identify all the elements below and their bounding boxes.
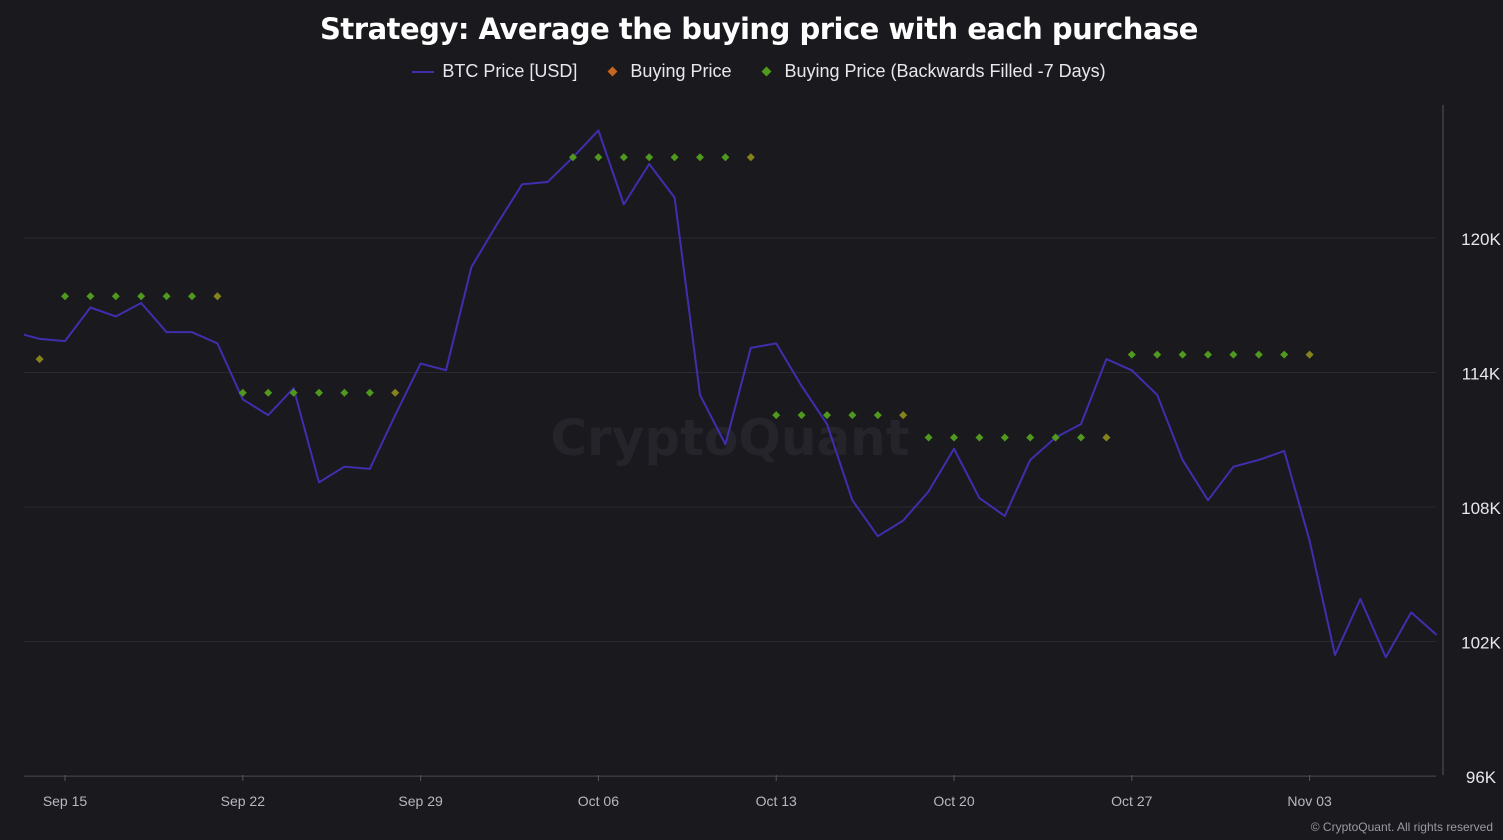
backfilled-buying-price-point [1305, 350, 1314, 359]
backfilled-buying-price-point [188, 292, 196, 301]
backfilled-buying-price-point [1127, 350, 1136, 359]
copyright-footer: © CryptoQuant. All rights reserved [1310, 820, 1493, 834]
backfilled-buying-price-point [721, 153, 730, 162]
x-tick-label: Sep 22 [221, 793, 266, 809]
buying-price-point [746, 153, 755, 162]
x-tick-label: Oct 27 [1111, 793, 1152, 809]
backfilled-buying-price-point [1102, 433, 1111, 442]
x-tick-label: Oct 06 [578, 793, 619, 809]
backfilled-buying-price-point [848, 411, 857, 420]
legend-item-buying[interactable]: Buying Price [603, 61, 731, 82]
legend-line-icon [412, 70, 435, 73]
backfilled-buying-price-point [924, 433, 933, 442]
backfilled-buying-price-point [899, 411, 908, 420]
backfilled-buying-price-point [1204, 350, 1212, 359]
y-tick-label: 114K [1462, 365, 1501, 384]
backfilled-buying-price-point [619, 153, 628, 162]
legend-label: Buying Price (Backwards Filled -7 Days) [784, 61, 1106, 81]
x-tick-label: Nov 03 [1287, 793, 1332, 809]
backfilled-buying-price-point [162, 292, 171, 301]
backfilled-buying-price-point [873, 411, 882, 420]
backfilled-buying-price-point [696, 153, 704, 162]
backfilled-buying-price-point [391, 388, 400, 397]
backfilled-buying-price-point [213, 292, 222, 301]
buying-price-point [35, 355, 44, 364]
y-tick-label: 102K [1461, 634, 1501, 653]
legend: BTC Price [USD] Buying Price Buying Pric… [0, 61, 1503, 82]
backfilled-buying-price-point [1026, 433, 1035, 442]
backfilled-buying-price-point [111, 292, 120, 301]
buying-price-point [1305, 350, 1314, 359]
backfilled-buying-price-point [365, 388, 374, 397]
x-tick-label: Oct 13 [756, 793, 797, 809]
backfilled-buying-price-point [340, 388, 349, 397]
backfilled-buying-price-point [61, 292, 69, 301]
legend-item-btc[interactable]: BTC Price [USD] [412, 61, 577, 82]
backfilled-buying-price-point [746, 153, 755, 162]
x-tick-label: Sep 15 [43, 793, 88, 809]
backfilled-buying-price-point [35, 355, 44, 364]
backfilled-buying-price-point [1153, 350, 1162, 359]
backfilled-buying-price-point [569, 153, 577, 162]
x-tick-label: Sep 29 [398, 793, 443, 809]
backfilled-buying-price-point [1178, 350, 1187, 359]
backfilled-buying-price-point [1229, 350, 1238, 359]
backfilled-buying-price-point [594, 153, 603, 162]
buying-price-point [213, 292, 222, 301]
buying-price-point [391, 388, 400, 397]
backfilled-buying-price-point [823, 411, 831, 420]
chart-title: Strategy: Average the buying price with … [320, 12, 1198, 46]
btc-price-line [24, 129, 1438, 659]
buying-price-point [1102, 433, 1111, 442]
backfilled-buying-price-point [670, 153, 679, 162]
y-tick-label: 120K [1461, 230, 1501, 249]
y-tick-label: 108K [1461, 499, 1501, 518]
backfilled-buying-price-point [137, 292, 146, 301]
backfilled-buying-price-point [950, 433, 958, 442]
backfilled-buying-price-point [797, 411, 806, 420]
backfilled-buying-price-point [315, 388, 323, 397]
y-tick-label: 96K [1466, 768, 1497, 787]
watermark: CryptoQuant [550, 409, 909, 467]
backfilled-buying-price-point [289, 388, 298, 397]
legend-label: BTC Price [USD] [442, 61, 578, 81]
backfilled-buying-price-point [1280, 350, 1289, 359]
buying-price-point [899, 411, 908, 420]
legend-item-backfilled[interactable]: Buying Price (Backwards Filled -7 Days) [757, 61, 1106, 82]
backfilled-buying-price-point [772, 411, 781, 420]
backfilled-buying-price-point [264, 388, 273, 397]
backfilled-buying-price-point [1051, 433, 1060, 442]
backfilled-buying-price-point [975, 433, 984, 442]
backfilled-buying-price-point [645, 153, 654, 162]
backfilled-buying-price-point [86, 292, 95, 301]
backfilled-buying-price-point [1077, 433, 1085, 442]
backfilled-buying-price-point [238, 388, 247, 397]
backfilled-buying-price-point [1000, 433, 1009, 442]
legend-label: Buying Price [630, 61, 732, 81]
x-tick-label: Oct 20 [933, 793, 974, 809]
backfilled-buying-price-point [1254, 350, 1263, 359]
